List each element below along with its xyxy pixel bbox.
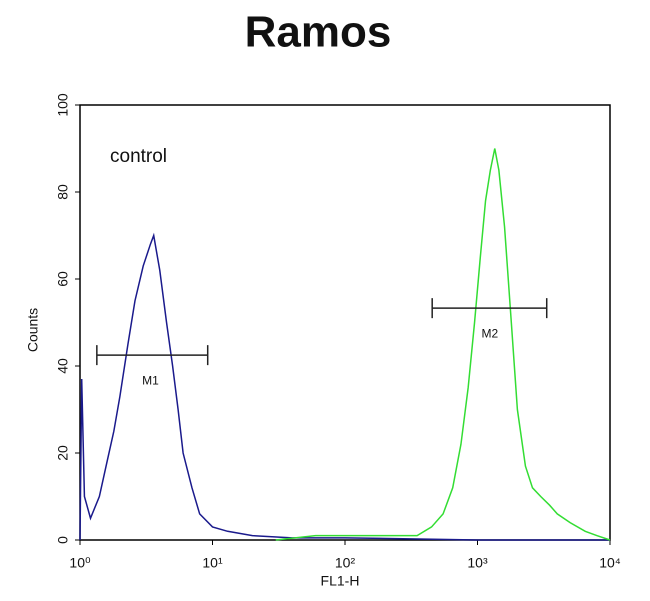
x-tick-label: 10⁴ <box>599 555 621 571</box>
y-tick-label: 100 <box>55 93 71 117</box>
y-axis-label: Counts <box>25 308 41 352</box>
series-line <box>79 232 610 541</box>
x-tick-label: 10³ <box>467 555 488 571</box>
annotation: control <box>110 146 167 167</box>
y-tick-label: 0 <box>55 536 71 544</box>
series-line <box>275 148 611 541</box>
chart-title: Ramos <box>245 8 392 57</box>
y-tick-label: 20 <box>55 445 71 461</box>
plot-frame <box>79 104 611 541</box>
y-tick-label: 40 <box>55 358 71 374</box>
marker-label: M1 <box>142 373 159 387</box>
marker-label: M2 <box>482 326 499 340</box>
x-axis-label: FL1-H <box>321 573 360 589</box>
x-tick-label: 10¹ <box>202 555 223 571</box>
y-tick-label: 60 <box>55 271 71 287</box>
x-tick-label: 10² <box>335 555 356 571</box>
x-tick-label: 10⁰ <box>69 555 91 571</box>
y-tick-label: 80 <box>55 184 71 200</box>
